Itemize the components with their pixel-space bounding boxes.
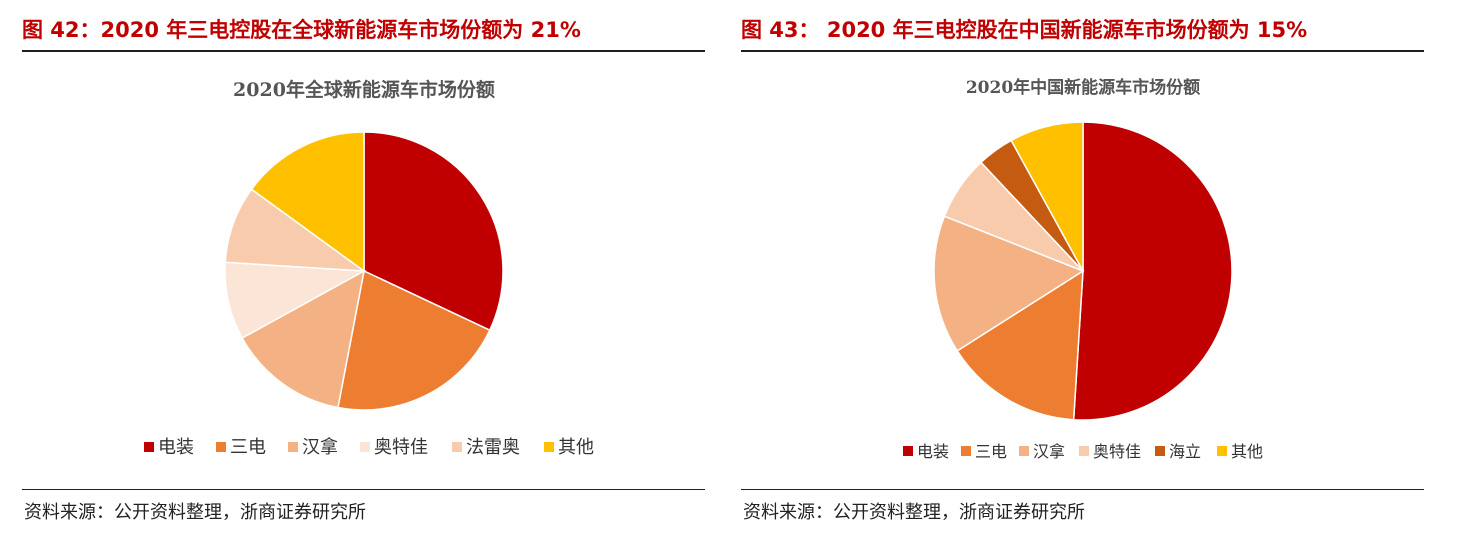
legend-label-4: 奥特佳 — [1093, 442, 1141, 461]
figure-43-title: 图 43： 2020 年三电控股在中国新能源车市场份额为 15% — [741, 18, 1308, 42]
figure-42-title: 图 42：2020 年三电控股在全球新能源车市场份额为 21% — [22, 18, 581, 42]
legend-swatch-3 — [1019, 446, 1029, 456]
pie-slice-3 — [933, 215, 1085, 352]
figure-42-panel: 图 42：2020 年三电控股在全球新能源车市场份额为 21% 2020年全球新… — [22, 0, 705, 534]
pie-slice-2 — [337, 269, 491, 411]
source-rule — [22, 489, 705, 490]
figure-43-panel: 图 43： 2020 年三电控股在中国新能源车市场份额为 15% 2020年中国… — [741, 0, 1424, 534]
legend-label-5: 法雷奥 — [466, 437, 520, 458]
legend-swatch-6 — [1217, 446, 1227, 456]
pie-slice-1 — [1072, 121, 1233, 421]
legend-label-3: 汉拿 — [1033, 442, 1065, 461]
source-note: 资料来源：公开资料整理，浙商证券研究所 — [24, 502, 366, 523]
title-rule — [741, 50, 1424, 52]
legend-swatch-2 — [216, 442, 226, 452]
legend-swatch-2 — [961, 446, 971, 456]
legend-label-2: 三电 — [230, 437, 266, 458]
pie-slice-6 — [250, 131, 365, 273]
source-note: 资料来源：公开资料整理，浙商证券研究所 — [743, 502, 1085, 523]
legend-swatch-5 — [1155, 446, 1165, 456]
chart-title: 2020年全球新能源车市场份额 — [233, 78, 495, 101]
legend-label-2: 三电 — [975, 442, 1007, 461]
legend-label-6: 其他 — [558, 437, 594, 458]
pie-slice-5 — [224, 188, 367, 272]
legend-swatch-1 — [903, 446, 913, 456]
pie-slice-2 — [956, 269, 1084, 421]
pie-slice-6 — [1010, 121, 1084, 272]
legend-label-6: 其他 — [1231, 442, 1263, 461]
title-rule — [22, 50, 705, 52]
legend-swatch-5 — [452, 442, 462, 452]
legend-swatch-4 — [1079, 446, 1089, 456]
legend-swatch-6 — [544, 442, 554, 452]
legend-label-1: 电装 — [158, 437, 194, 458]
legend-swatch-1 — [144, 442, 154, 452]
legend-swatch-3 — [288, 442, 298, 452]
legend-swatch-4 — [360, 442, 370, 452]
chart-title: 2020年中国新能源车市场份额 — [966, 77, 1200, 98]
legend-label-3: 汉拿 — [302, 436, 338, 458]
source-rule — [741, 489, 1424, 490]
legend-label-1: 电装 — [917, 442, 949, 461]
pie-slice-4 — [224, 261, 367, 339]
pie-slice-1 — [363, 131, 504, 332]
legend-label-5: 海立 — [1169, 442, 1201, 461]
pie-slice-3 — [241, 269, 366, 409]
legend-label-4: 奥特佳 — [374, 437, 428, 458]
